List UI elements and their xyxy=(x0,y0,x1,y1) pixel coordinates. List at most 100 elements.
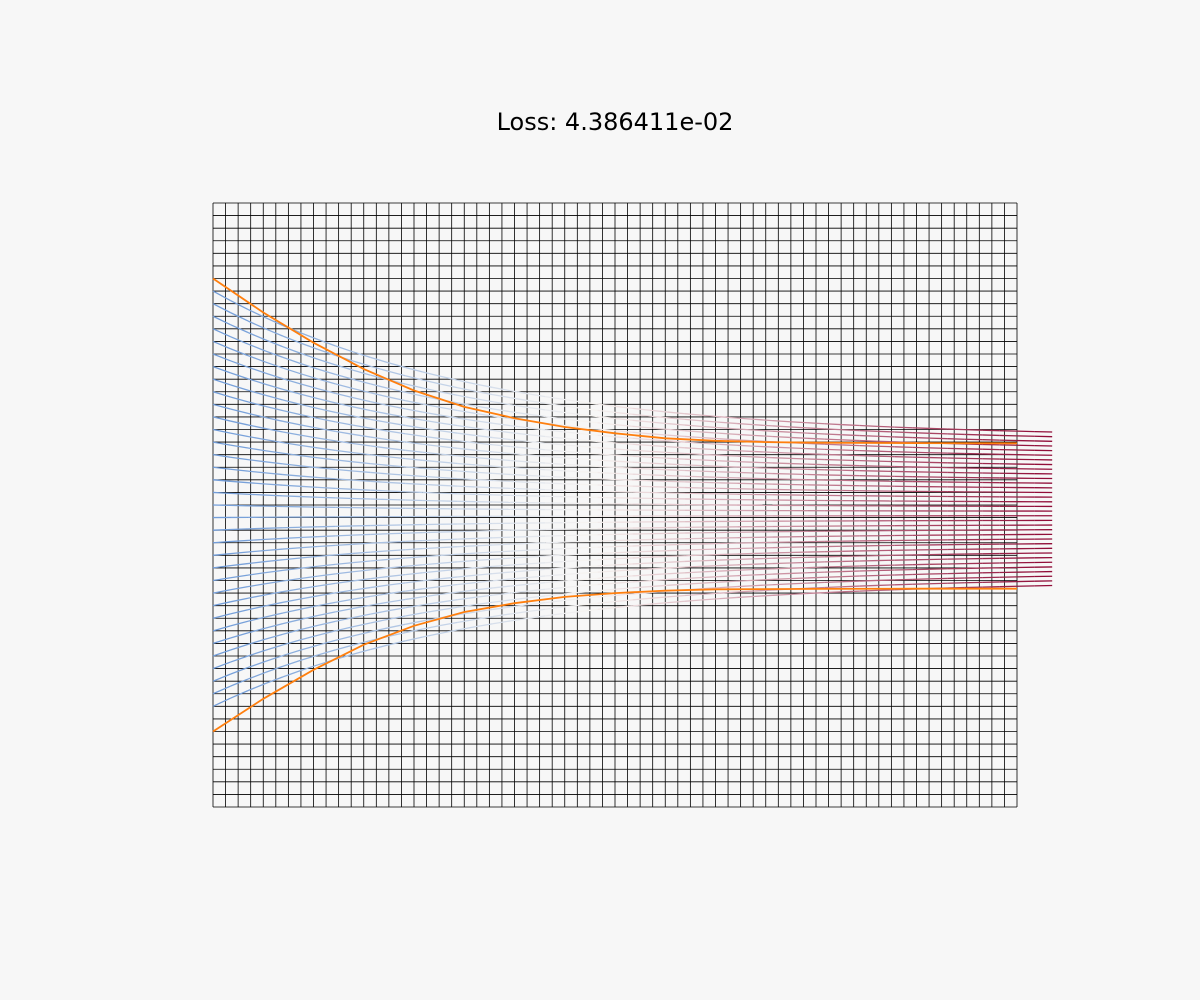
trajectory-segment xyxy=(422,483,441,486)
trajectory-segment xyxy=(527,433,546,438)
trajectory-segment xyxy=(317,486,336,490)
trajectory-segment xyxy=(405,375,423,381)
trajectory-segment xyxy=(335,440,353,445)
trajectory-segment xyxy=(562,450,581,454)
trajectory-segment xyxy=(807,437,825,440)
trajectory-segment xyxy=(352,488,371,491)
trajectory-segment xyxy=(684,435,703,439)
trajectory-segment xyxy=(492,536,511,539)
trajectory-segment xyxy=(807,427,825,430)
trajectory-segment xyxy=(405,433,423,437)
trajectory-segment xyxy=(212,685,231,695)
trajectory-segment xyxy=(405,612,423,617)
trajectory-segment xyxy=(387,573,406,578)
trajectory-segment xyxy=(352,648,371,655)
trajectory-segment xyxy=(772,425,790,428)
trajectory-segment xyxy=(754,568,773,571)
trajectory-segment xyxy=(650,555,668,558)
trajectory-segment xyxy=(265,494,283,497)
trajectory-segment xyxy=(387,370,406,377)
trajectory-segment xyxy=(702,448,721,451)
trajectory-segment xyxy=(737,595,756,599)
trajectory-segment xyxy=(492,543,511,546)
trajectory-segment xyxy=(405,424,423,429)
trajectory-segment xyxy=(265,317,284,327)
trajectory-segment xyxy=(212,391,231,398)
trajectory-segment xyxy=(650,602,668,605)
trajectory-segment xyxy=(457,596,476,601)
trajectory-segment xyxy=(545,580,563,584)
trajectory-segment xyxy=(527,447,546,451)
trajectory-segment xyxy=(440,445,458,449)
trajectory-segment xyxy=(754,557,773,560)
trajectory-segment xyxy=(545,567,563,571)
trajectory-segment xyxy=(352,631,371,637)
trajectory-segment xyxy=(387,481,406,485)
trajectory-segment xyxy=(824,586,843,589)
trajectory-segment xyxy=(510,404,528,409)
trajectory-segment xyxy=(282,367,301,375)
trajectory-segment xyxy=(650,468,668,471)
trajectory-segment xyxy=(685,548,703,551)
trajectory-segment xyxy=(719,432,738,436)
trajectory-segment xyxy=(737,455,755,458)
trajectory-segment xyxy=(859,424,878,427)
trajectory-segment xyxy=(300,444,318,449)
trajectory-segment xyxy=(387,447,406,451)
trajectory-segment xyxy=(282,410,301,416)
trajectory-segment xyxy=(352,560,371,564)
trajectory-segment xyxy=(702,548,721,551)
trajectory-segment xyxy=(247,355,266,363)
trajectory-segment xyxy=(212,290,231,302)
trajectory-segment xyxy=(422,554,441,558)
trajectory-segment xyxy=(230,468,249,472)
trajectory-segment xyxy=(545,395,563,400)
trajectory-segment xyxy=(615,478,633,481)
trajectory-segment xyxy=(317,358,336,366)
trajectory-segment xyxy=(667,422,686,426)
trajectory-segment xyxy=(789,592,808,596)
trajectory-segment xyxy=(265,483,283,486)
trajectory-segment xyxy=(492,415,511,420)
trajectory-segment xyxy=(282,463,301,467)
trajectory-segment xyxy=(597,545,616,548)
trajectory-segment xyxy=(247,470,266,474)
trajectory-segment xyxy=(422,601,441,606)
trajectory-segment xyxy=(212,479,231,482)
trajectory-segment xyxy=(807,591,825,595)
trajectory-segment xyxy=(737,428,756,431)
trajectory-segment xyxy=(370,418,388,424)
trajectory-segment xyxy=(300,495,318,498)
trajectory-segment xyxy=(457,537,476,540)
trajectory-segment xyxy=(212,540,231,544)
trajectory-segment xyxy=(615,569,633,572)
trajectory-segment xyxy=(615,454,633,457)
trajectory-segment xyxy=(422,475,441,479)
trajectory-segment xyxy=(894,583,913,586)
trajectory-segment xyxy=(545,429,563,433)
trajectory-segment xyxy=(405,531,423,534)
trajectory-segment xyxy=(230,372,249,380)
trajectory-segment xyxy=(422,411,441,416)
trajectory-segment xyxy=(352,604,371,610)
trajectory-segment xyxy=(282,420,301,426)
trajectory-segment xyxy=(510,480,528,483)
trajectory-segment xyxy=(737,590,756,593)
trajectory-segment xyxy=(282,659,301,667)
trajectory-segment xyxy=(265,383,284,390)
trajectory-segment xyxy=(475,427,493,432)
trajectory-segment xyxy=(702,476,721,479)
trajectory-segment xyxy=(545,449,563,452)
trajectory-segment xyxy=(580,559,598,562)
trajectory-segment xyxy=(317,348,336,356)
trajectory-segment xyxy=(545,435,563,439)
trajectory-segment xyxy=(352,497,371,500)
trajectory-segment xyxy=(300,414,319,420)
trajectory-segment xyxy=(265,461,284,465)
trajectory-segment xyxy=(615,581,633,584)
trajectory-segment xyxy=(545,554,563,557)
trajectory-segment xyxy=(737,422,756,426)
trajectory-segment xyxy=(877,589,895,592)
trajectory-segment xyxy=(650,462,668,465)
trajectory-segment xyxy=(457,432,476,437)
